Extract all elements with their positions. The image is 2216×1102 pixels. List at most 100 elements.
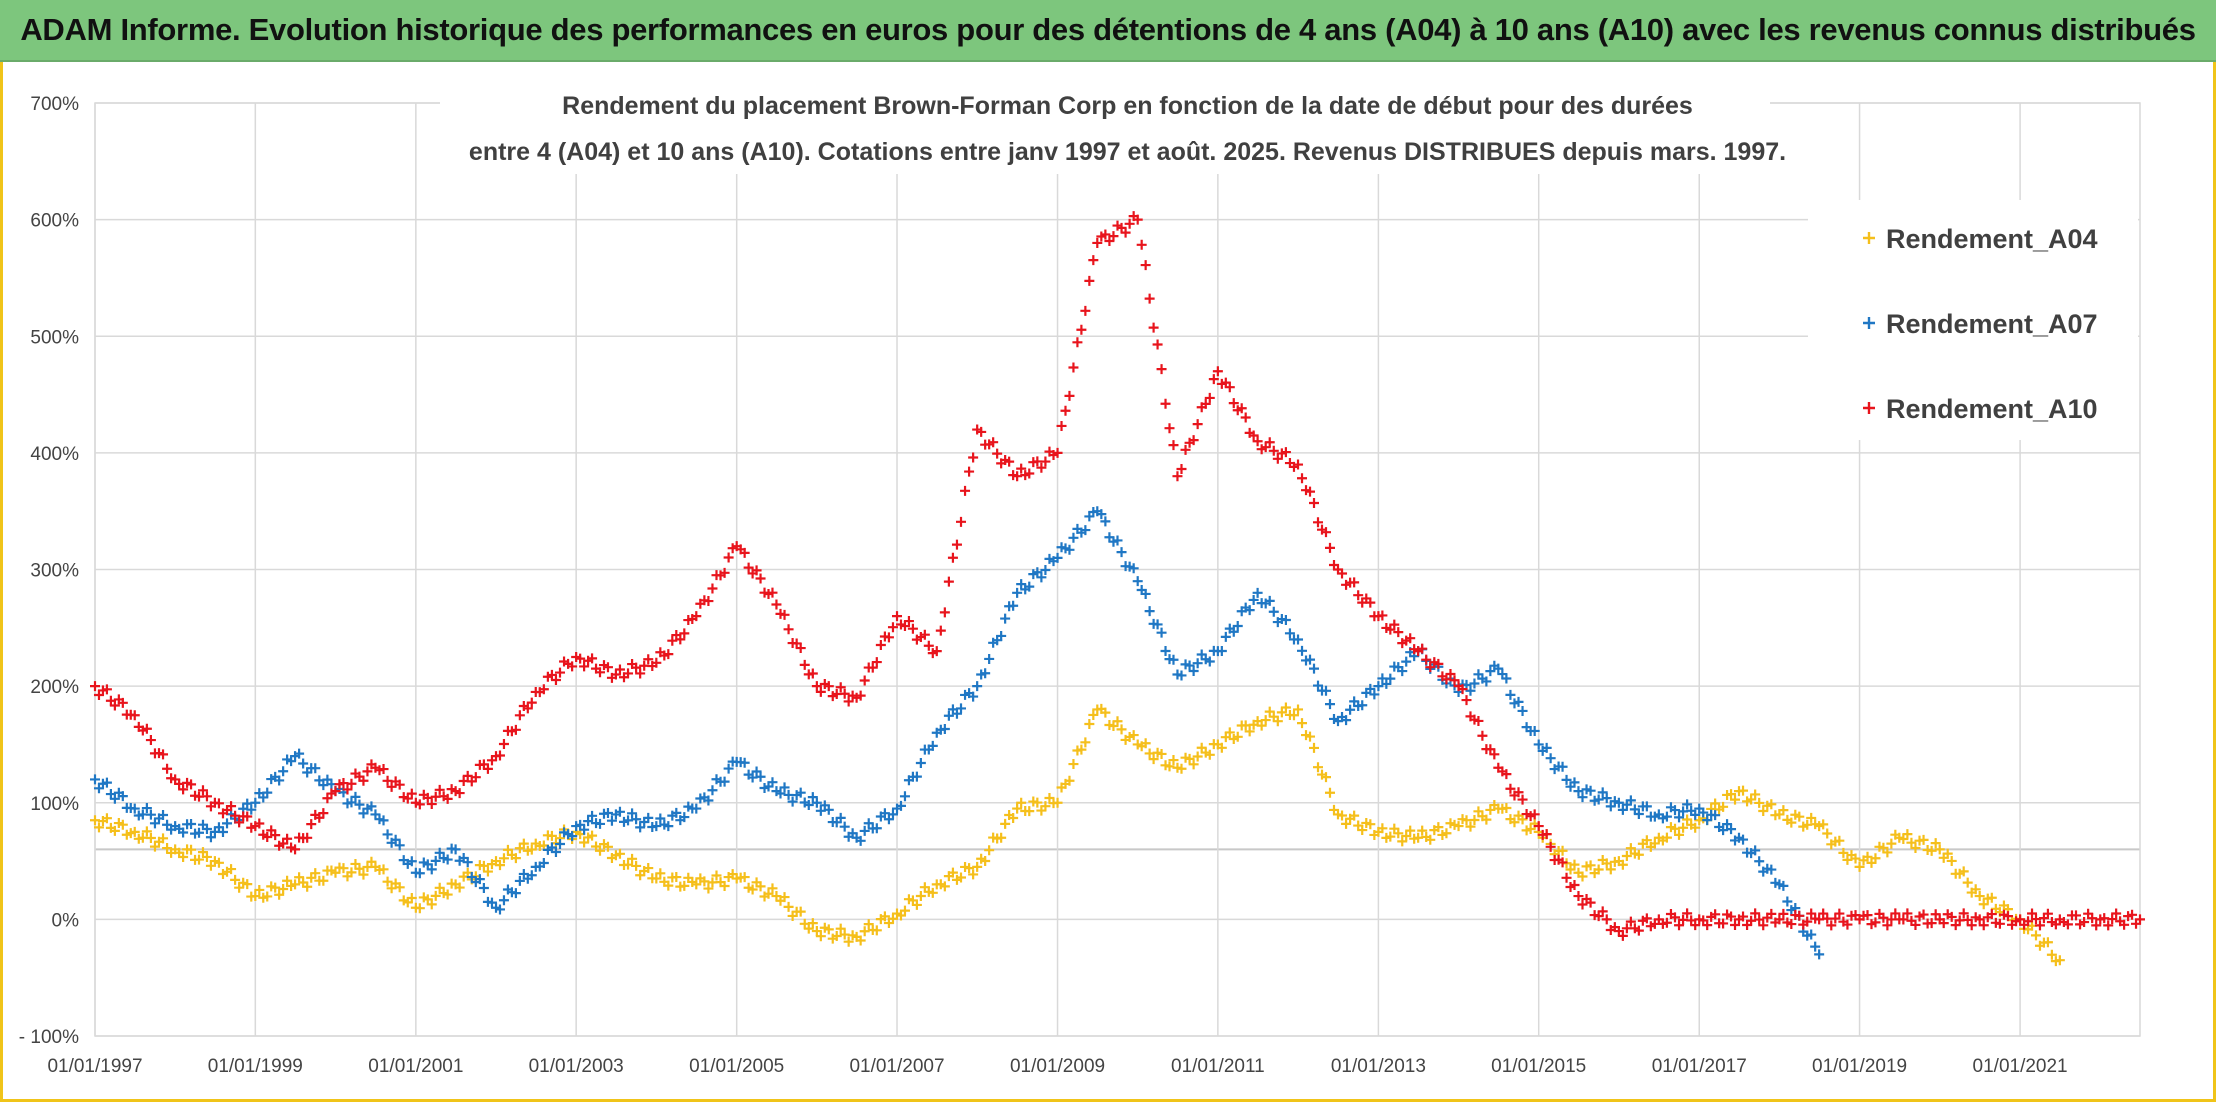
data-point-fill <box>1569 880 1580 891</box>
data-point-fill <box>1236 403 1247 414</box>
data-point-fill <box>550 674 561 685</box>
data-point-fill <box>787 796 798 807</box>
data-point <box>651 657 662 668</box>
y-tick-label: 100% <box>30 794 79 815</box>
data-point <box>2015 914 2026 925</box>
data-point-fill <box>162 763 173 774</box>
data-point-fill <box>1176 464 1187 475</box>
data-point-fill <box>755 881 766 892</box>
data-point-fill <box>197 785 208 796</box>
data-point-fill <box>254 818 265 829</box>
data-point-fill <box>278 884 289 895</box>
data-point-fill <box>1148 754 1159 765</box>
data-point-fill <box>318 875 329 886</box>
data-point-fill <box>2119 919 2130 930</box>
data-point-fill <box>478 860 489 871</box>
data-point-fill <box>1433 822 1444 833</box>
data-point-fill <box>747 884 758 895</box>
data-point-fill <box>887 622 898 633</box>
data-point-fill <box>947 867 958 878</box>
data-point-fill <box>2042 908 2053 919</box>
data-point-fill <box>2107 914 2118 925</box>
data-point-fill <box>871 657 882 668</box>
data-point-fill <box>643 812 654 823</box>
data-point-fill <box>635 822 646 833</box>
data-point-fill <box>1088 255 1099 266</box>
data-point-fill <box>1116 547 1127 558</box>
data-point-fill <box>1341 715 1352 726</box>
data-point-fill <box>964 466 975 477</box>
data-point-fill <box>145 735 156 746</box>
data-point-fill <box>1156 364 1167 375</box>
data-point-fill <box>1806 929 1817 940</box>
data-point-fill <box>226 801 237 812</box>
data-point-fill <box>1509 817 1520 828</box>
data-point-fill <box>839 688 850 699</box>
data-point-fill <box>538 684 549 695</box>
data-point-fill <box>1906 837 1917 848</box>
data-point-fill <box>1349 577 1360 588</box>
data-point <box>1573 786 1584 797</box>
data-point-fill <box>915 890 926 901</box>
data-point-fill <box>1024 806 1035 817</box>
data-point-fill <box>1140 588 1151 599</box>
data-point-fill <box>667 635 678 646</box>
data-point-fill <box>230 874 241 885</box>
data-point-fill <box>1794 811 1805 822</box>
data-point-fill <box>414 868 425 879</box>
data-point-fill <box>1000 818 1011 829</box>
data-point-fill <box>1280 615 1291 626</box>
data-point <box>1573 891 1584 902</box>
data-point-fill <box>1064 544 1075 555</box>
legend-label: Rendement_A10 <box>1886 394 2098 424</box>
data-point-fill <box>795 787 806 798</box>
data-point-fill <box>1461 695 1472 706</box>
data-point-fill <box>1525 824 1536 835</box>
data-point-fill <box>2127 909 2138 920</box>
data-point-fill <box>1902 908 1913 919</box>
data-point-fill <box>719 567 730 578</box>
y-tick-label: 500% <box>30 327 79 348</box>
data-point-fill <box>1746 794 1757 805</box>
data-point-fill <box>538 857 549 868</box>
data-point-fill <box>1746 915 1757 926</box>
data-point-fill <box>141 723 152 734</box>
data-point-fill <box>1585 860 1596 871</box>
data-point-fill <box>1204 392 1215 403</box>
data-point-fill <box>406 893 417 904</box>
data-point-fill <box>1862 851 1873 862</box>
data-point-fill <box>1365 819 1376 830</box>
data-point-fill <box>1710 798 1721 809</box>
data-point-fill <box>1513 696 1524 707</box>
data-point-fill <box>783 901 794 912</box>
data-point-fill <box>663 821 674 832</box>
data-point-fill <box>246 804 257 815</box>
data-point-fill <box>1489 749 1500 760</box>
data-point <box>1293 634 1304 645</box>
data-point-fill <box>201 823 212 834</box>
data-point-fill <box>1617 859 1628 870</box>
x-tick-label: 01/01/2013 <box>1331 1056 1426 1077</box>
data-point-fill <box>1730 794 1741 805</box>
data-point-fill <box>222 818 233 829</box>
data-point-fill <box>1313 762 1323 773</box>
data-point-fill <box>1986 892 1997 903</box>
data-point <box>1493 663 1504 674</box>
data-point-fill <box>1674 920 1685 931</box>
data-point <box>90 774 100 785</box>
data-point <box>290 879 301 890</box>
data-point-fill <box>1417 643 1428 654</box>
data-point-fill <box>767 883 778 894</box>
data-point-fill <box>1593 864 1604 875</box>
data-point-fill <box>482 763 493 774</box>
data-point-fill <box>956 703 967 714</box>
data-point-fill <box>1930 838 1941 849</box>
data-point-fill <box>1433 658 1444 669</box>
data-point <box>1373 681 1384 692</box>
data-point-fill <box>707 785 718 796</box>
data-point-fill <box>158 809 169 820</box>
data-point-fill <box>1016 797 1027 808</box>
data-point-fill <box>454 788 465 799</box>
data-point-fill <box>1108 231 1119 242</box>
data-point <box>1613 797 1624 808</box>
